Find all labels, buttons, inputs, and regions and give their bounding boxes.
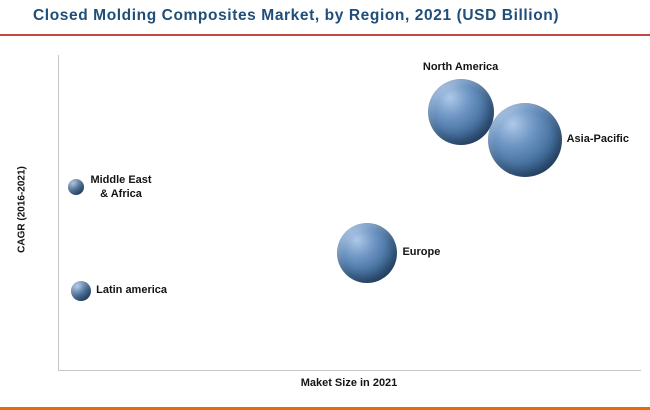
bottom-accent-line [0,407,650,410]
title-underline [0,34,650,36]
y-axis-label: CAGR (2016-2021) [16,166,28,253]
chart-bubble-middle-east-africa [68,179,85,196]
chart-bubble-europe [337,223,398,284]
bubble-label-latin-america: Latin america [96,284,168,297]
x-axis-label: Maket Size in 2021 [300,377,398,389]
bubble-label-asia-pacific: Asia-Pacific [566,133,629,146]
bubble-label-middle-east-africa: Middle East & Africa [90,174,152,201]
bubble-label-north-america: North America [422,60,499,73]
chart-bubble-latin-america [71,281,92,302]
chart-title: Closed Molding Composites Market, by Reg… [33,7,560,24]
plot-area: North America Asia-Pacific Europe Middle Ea… [58,55,641,371]
bubble-label-europe: Europe [402,246,441,259]
chart-bubble-north-america [427,78,494,145]
chart-bubble-asia-pacific [487,103,562,178]
